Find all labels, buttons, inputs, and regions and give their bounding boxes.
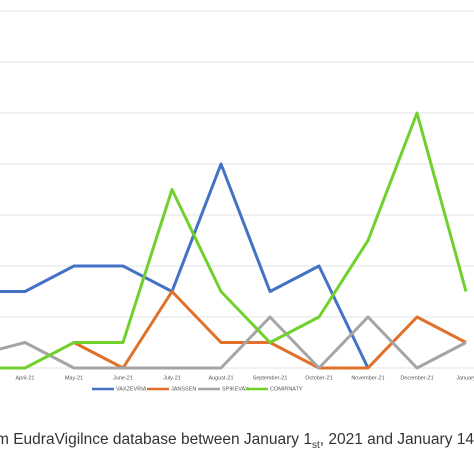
x-tick-label: June-21 (113, 375, 133, 381)
caption-text: , 2021 and January 14 (320, 431, 474, 448)
x-tick-label: October-21 (305, 375, 333, 381)
x-tick-label: August-21 (208, 375, 233, 381)
x-tick-label: December-21 (400, 375, 433, 381)
caption: m EudraVigilnce database between January… (0, 431, 474, 451)
legend-label: SPIKEVAX (222, 386, 249, 392)
x-tick-label: May-21 (65, 375, 83, 381)
x-tick-label: April-21 (16, 375, 35, 381)
x-tick-label: January (456, 375, 474, 381)
x-tick-label: November-21 (351, 375, 384, 381)
x-tick-label: September-21 (253, 375, 288, 381)
x-tick-label: July-21 (163, 375, 181, 381)
legend-label: COMIRNATY (270, 386, 303, 392)
legend-label: VAXZEVRIA (116, 386, 147, 392)
series-line (0, 315, 467, 370)
legend-label: JANSSEN (171, 386, 196, 392)
caption-text: m EudraVigilnce database between January… (0, 431, 312, 448)
series-line (0, 111, 468, 370)
caption-sub: st (312, 440, 320, 451)
